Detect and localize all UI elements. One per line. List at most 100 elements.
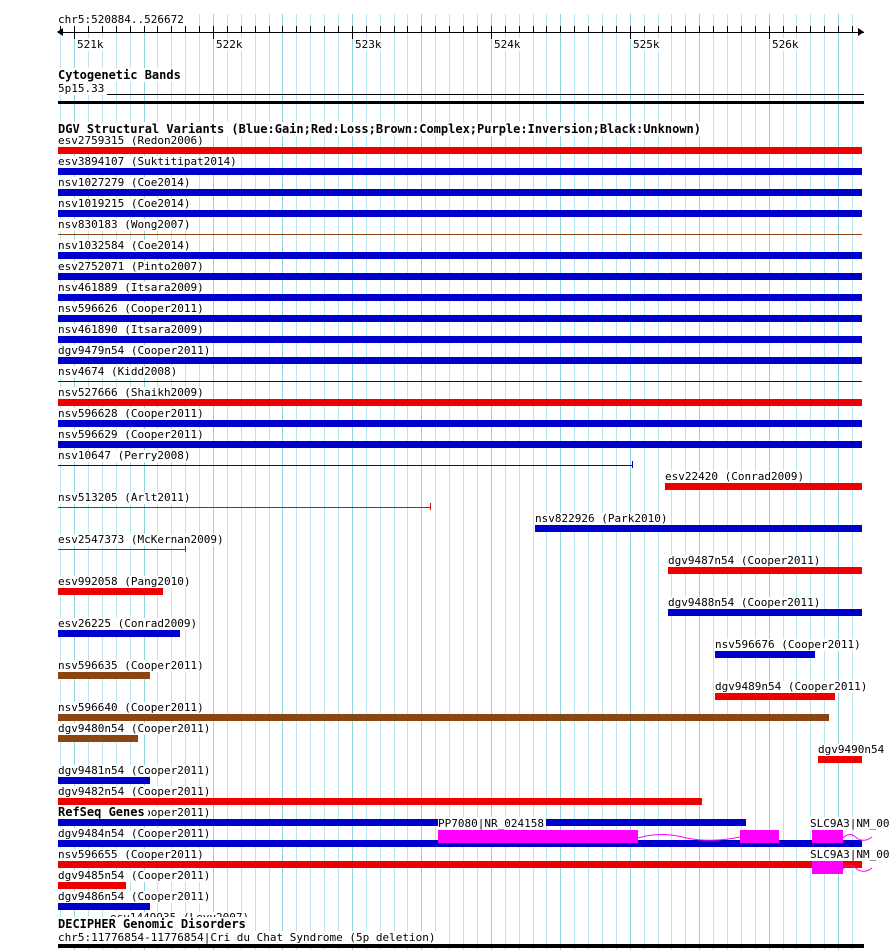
variant-bar[interactable] <box>58 630 180 637</box>
axis-tick <box>227 26 228 33</box>
gene-intron <box>843 834 872 841</box>
gene-label[interactable]: PP7080|NR_024158 <box>438 817 546 830</box>
variant-bar[interactable] <box>58 819 746 826</box>
variant-label[interactable]: dgv9486n54 (Cooper2011) <box>58 890 213 903</box>
axis-tick <box>338 26 339 33</box>
axis-tick <box>713 26 714 33</box>
variant-bar[interactable] <box>58 336 862 343</box>
variant-bar[interactable] <box>668 609 862 616</box>
variant-label[interactable]: nsv596629 (Cooper2011) <box>58 428 206 441</box>
variant-bar[interactable] <box>58 465 632 466</box>
decipher-entry-label: chr5:11776854-11776854|Cri du Chat Syndr… <box>58 931 439 944</box>
variant-label[interactable]: esv992058 (Pang2010) <box>58 575 193 588</box>
section-title-decipher-genomic-disorders: DECIPHER Genomic Disorders <box>58 917 249 931</box>
variant-bar[interactable] <box>58 234 862 235</box>
axis-tick <box>602 26 603 33</box>
variant-end-cap <box>185 545 186 552</box>
variant-label[interactable]: dgv9480n54 (Cooper2011) <box>58 722 213 735</box>
variant-bar[interactable] <box>715 651 815 658</box>
variant-bar[interactable] <box>58 273 862 280</box>
variant-label[interactable]: nsv830183 (Wong2007) <box>58 218 193 231</box>
variant-label[interactable]: dgv9484n54 (Cooper2011) <box>58 827 213 840</box>
variant-bar[interactable] <box>58 861 862 868</box>
variant-label[interactable]: nsv461889 (Itsara2009) <box>58 281 206 294</box>
variant-bar[interactable] <box>58 420 862 427</box>
variant-bar[interactable] <box>58 735 138 742</box>
variant-bar[interactable] <box>668 567 862 574</box>
section-title-dgv-structural-variants: DGV Structural Variants (Blue:Gain;Red:L… <box>58 122 704 136</box>
variant-bar[interactable] <box>58 882 126 889</box>
axis-tick <box>630 26 631 39</box>
variant-bar[interactable] <box>58 168 862 175</box>
variant-bar[interactable] <box>58 252 862 259</box>
variant-bar[interactable] <box>58 840 862 847</box>
variant-label[interactable]: dgv9489n54 (Cooper2011) <box>715 680 870 693</box>
variant-label[interactable]: nsv1027279 (Coe2014) <box>58 176 193 189</box>
gene-exon[interactable] <box>812 830 843 843</box>
variant-label[interactable]: esv26225 (Conrad2009) <box>58 617 200 630</box>
variant-label[interactable]: nsv10647 (Perry2008) <box>58 449 193 462</box>
variant-label[interactable]: esv2752071 (Pinto2007) <box>58 260 206 273</box>
variant-bar[interactable] <box>58 507 430 508</box>
variant-label[interactable]: nsv596676 (Cooper2011) <box>715 638 863 651</box>
variant-bar[interactable] <box>58 381 862 382</box>
variant-bar[interactable] <box>58 672 150 679</box>
variant-bar[interactable] <box>818 756 862 763</box>
variant-bar[interactable] <box>58 903 150 910</box>
variant-label[interactable]: nsv596626 (Cooper2011) <box>58 302 206 315</box>
variant-label[interactable]: nsv461890 (Itsara2009) <box>58 323 206 336</box>
variant-bar[interactable] <box>58 315 862 322</box>
variant-label[interactable]: esv2547373 (McKernan2009) <box>58 533 226 546</box>
variant-bar[interactable] <box>58 210 862 217</box>
variant-label[interactable]: dgv9490n54 ( <box>818 744 890 756</box>
variant-label[interactable]: dgv9481n54 (Cooper2011) <box>58 764 213 777</box>
variant-bar[interactable] <box>58 714 829 721</box>
axis-tick <box>685 26 686 33</box>
variant-bar[interactable] <box>58 549 185 550</box>
coordinate-ruler[interactable]: chr5:520884..526672 521k 522k 523k 524k 525k… <box>0 0 890 58</box>
variant-label[interactable]: nsv596655 (Cooper2011) <box>58 848 206 861</box>
variant-label[interactable]: nsv596635 (Cooper2011) <box>58 659 206 672</box>
axis-tick-label: 524k <box>493 38 522 51</box>
variant-bar[interactable] <box>58 441 862 448</box>
variant-bar[interactable] <box>715 693 835 700</box>
variant-label[interactable]: nsv596640 (Cooper2011) <box>58 701 206 714</box>
variant-bar[interactable] <box>58 294 862 301</box>
axis-tick <box>796 26 797 33</box>
decipher-region-bar[interactable] <box>58 944 864 948</box>
variant-label[interactable]: nsv527666 (Shaikh2009) <box>58 386 206 399</box>
axis-tick <box>838 26 839 33</box>
variant-bar[interactable] <box>58 189 862 196</box>
axis-tick <box>755 26 756 33</box>
variant-bar[interactable] <box>58 777 150 784</box>
variant-bar[interactable] <box>58 357 862 364</box>
variant-label[interactable]: esv22420 (Conrad2009) <box>665 470 807 483</box>
variant-bar[interactable] <box>665 483 862 490</box>
gene-exon[interactable] <box>438 830 638 843</box>
variant-bar[interactable] <box>58 798 702 805</box>
variant-label[interactable]: dgv9479n54 (Cooper2011) <box>58 344 213 357</box>
variant-bar[interactable] <box>58 588 163 595</box>
gene-label[interactable]: SLC9A3|NM_001 <box>810 848 890 861</box>
gene-exon[interactable] <box>740 830 779 843</box>
variant-label[interactable]: nsv822926 (Park2010) <box>535 512 670 525</box>
variant-label[interactable]: esv2759315 (Redon2006) <box>58 134 206 147</box>
variant-label[interactable]: dgv9487n54 (Cooper2011) <box>668 554 823 567</box>
variant-bar[interactable] <box>58 147 862 154</box>
variant-label[interactable]: esv3894107 (Suktitipat2014) <box>58 155 239 168</box>
variant-label[interactable]: dgv9482n54 (Cooper2011) <box>58 785 213 798</box>
variant-label[interactable]: nsv596628 (Cooper2011) <box>58 407 206 420</box>
variant-label[interactable]: dgv9488n54 (Cooper2011) <box>668 596 823 609</box>
variant-label[interactable]: nsv4674 (Kidd2008) <box>58 365 180 378</box>
variant-label[interactable]: nsv1032584 (Coe2014) <box>58 239 193 252</box>
variant-bar[interactable] <box>535 525 862 532</box>
variant-label[interactable]: nsv513205 (Arlt2011) <box>58 491 193 504</box>
axis-tick <box>727 26 728 33</box>
gene-label[interactable]: SLC9A3|NM_004 <box>810 817 890 830</box>
gene-exon[interactable] <box>812 861 843 874</box>
variant-label[interactable]: nsv1019215 (Coe2014) <box>58 197 193 210</box>
axis-tick <box>394 26 395 33</box>
variant-bar[interactable] <box>58 399 862 406</box>
axis-tick <box>255 26 256 33</box>
variant-label[interactable]: dgv9485n54 (Cooper2011) <box>58 869 213 882</box>
